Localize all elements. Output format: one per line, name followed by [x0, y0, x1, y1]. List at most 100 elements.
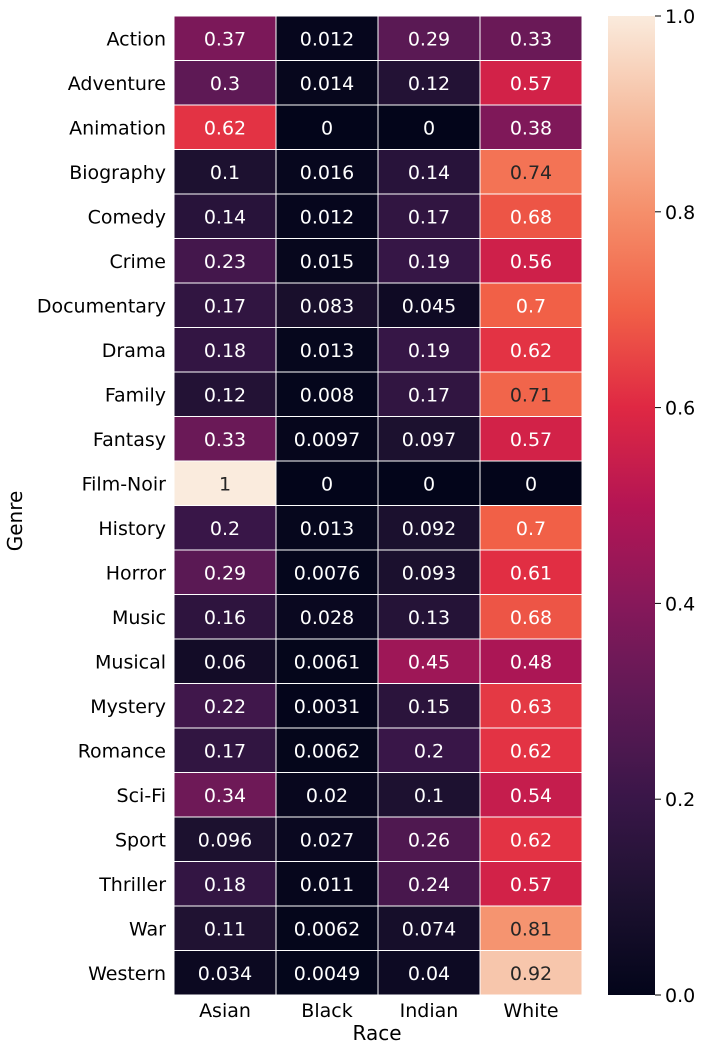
heatmap-cell	[173, 950, 277, 996]
y-tick-label: Crime	[109, 251, 166, 273]
cell-value-label: 0.034	[198, 963, 252, 985]
cell-value-label: 0.48	[510, 651, 552, 673]
colorbar-tick-label: 0.2	[665, 789, 695, 811]
cell-value-label: 0.57	[510, 874, 552, 896]
cell-value-label: 0.63	[510, 696, 552, 718]
y-tick-label: Mystery	[90, 696, 166, 718]
cell-value-label: 0.17	[408, 384, 450, 406]
cell-value-label: 0.38	[510, 117, 552, 139]
colorbar-tick-label: 0.6	[665, 398, 695, 420]
cell-value-label: 0	[321, 473, 333, 495]
heatmap-cell	[479, 193, 583, 239]
heatmap-cell	[479, 460, 583, 506]
x-tick-label: Indian	[400, 1000, 459, 1022]
cell-value-label: 0.096	[198, 829, 252, 851]
heatmap-cell	[173, 15, 277, 61]
cell-value-label: 0.092	[402, 518, 456, 540]
heatmap-cell	[479, 104, 583, 150]
cell-value-label: 0.7	[516, 518, 546, 540]
y-tick-label: Sci-Fi	[117, 785, 166, 807]
y-tick-label: Adventure	[68, 73, 166, 95]
heatmap-cell	[377, 861, 481, 907]
cell-value-label: 0.016	[300, 162, 354, 184]
heatmap-cell	[173, 193, 277, 239]
heatmap-cell	[377, 549, 481, 595]
heatmap-cell	[173, 683, 277, 729]
y-tick-label: Biography	[69, 162, 166, 184]
cell-value-label: 0.097	[402, 429, 456, 451]
cell-value-label: 0	[423, 473, 435, 495]
cell-value-label: 0.56	[510, 251, 552, 273]
heatmap-cell	[173, 594, 277, 640]
colorbar-tick-label: 0.0	[665, 985, 695, 1007]
heatmap-cell	[275, 193, 379, 239]
cell-value-label: 0.2	[210, 518, 240, 540]
heatmap-cell	[173, 282, 277, 328]
y-tick-label: Western	[88, 963, 166, 985]
heatmap-cell	[479, 371, 583, 417]
cell-value-label: 0.12	[408, 73, 450, 95]
colorbar-tick-labels: 0.0 0.2 0.4 0.6 0.8 1.0	[655, 6, 695, 1007]
cell-value-label: 0.54	[510, 785, 552, 807]
cell-value-label: 0.027	[300, 829, 354, 851]
cell-value-label: 0.04	[408, 963, 450, 985]
heatmap-cell	[275, 460, 379, 506]
cell-value-label: 0.028	[300, 607, 354, 629]
y-tick-label: Thriller	[98, 874, 166, 896]
heatmap-cell	[275, 816, 379, 862]
heatmap-cell	[377, 15, 481, 61]
cell-value-label: 0.12	[204, 384, 246, 406]
cell-value-label: 0.14	[408, 162, 450, 184]
y-tick-label: History	[98, 518, 166, 540]
cell-value-label: 0.0061	[294, 651, 360, 673]
cell-value-label: 0.74	[510, 162, 552, 184]
heatmap-cell	[275, 594, 379, 640]
cell-value-label: 0.7	[516, 295, 546, 317]
cell-value-label: 0.1	[210, 162, 240, 184]
cell-value-label: 0.14	[204, 206, 246, 228]
heatmap-cell	[479, 683, 583, 729]
heatmap-cells	[173, 15, 583, 996]
heatmap-cell	[377, 950, 481, 996]
cell-value-label: 0.81	[510, 918, 552, 940]
colorbar-tick-label: 0.4	[665, 593, 695, 615]
cell-value-labels: 0.37 0.012 0.29 0.33 0.3 0.014 0.12 0.57 0.62 0 0 0…	[198, 28, 552, 985]
x-axis-label: Race	[352, 1021, 401, 1045]
cell-value-label: 0.0049	[294, 963, 360, 985]
cell-value-label: 0.92	[510, 963, 552, 985]
heatmap-cell	[479, 594, 583, 640]
x-tick-label: White	[503, 1000, 558, 1022]
y-tick-label: War	[129, 918, 166, 940]
cell-value-label: 0.0031	[294, 696, 360, 718]
heatmap-cell	[479, 549, 583, 595]
cell-value-label: 0.013	[300, 340, 354, 362]
cell-value-label: 0.26	[408, 829, 450, 851]
cell-value-label: 0.29	[408, 28, 450, 50]
y-tick-label: Sport	[115, 829, 166, 851]
heatmap-cell	[275, 772, 379, 818]
heatmap-cell	[377, 460, 481, 506]
heatmap-cell	[479, 505, 583, 551]
y-tick-label: Musical	[95, 651, 166, 673]
cell-value-label: 0.61	[510, 562, 552, 584]
heatmap-cell	[377, 816, 481, 862]
colorbar-tick-label: 0.8	[665, 202, 695, 224]
cell-value-label: 0.23	[204, 251, 246, 273]
heatmap-cell	[479, 816, 583, 862]
cell-value-label: 0.3	[210, 73, 240, 95]
heatmap-cell	[173, 816, 277, 862]
heatmap-cell	[479, 149, 583, 195]
cell-value-label: 0.62	[204, 117, 246, 139]
heatmap-cell	[173, 861, 277, 907]
cell-value-label: 0.012	[300, 28, 354, 50]
heatmap-cell	[479, 60, 583, 106]
heatmap-cell	[377, 505, 481, 551]
heatmap-cell	[275, 505, 379, 551]
heatmap-cell	[377, 416, 481, 462]
heatmap-cell	[479, 282, 583, 328]
colorbar-tick-label: 1.0	[665, 6, 695, 28]
cell-value-label: 0.074	[402, 918, 456, 940]
heatmap-cell	[479, 861, 583, 907]
cell-value-label: 0	[321, 117, 333, 139]
cell-value-label: 0.18	[204, 874, 246, 896]
